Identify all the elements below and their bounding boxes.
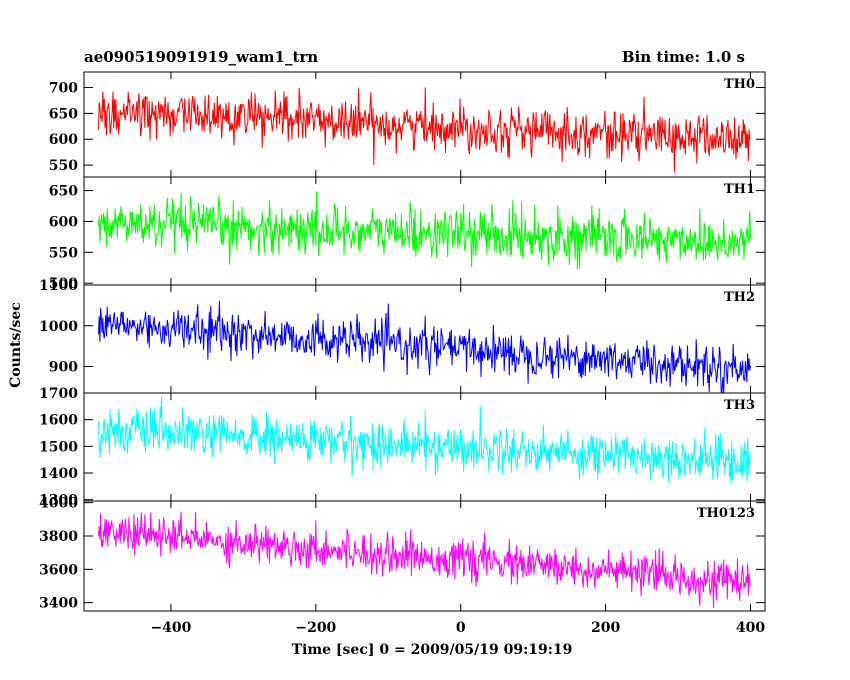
y-tick-label: 500 [49, 276, 78, 292]
y-tick-label: 650 [49, 184, 78, 200]
panel-label: TH2 [724, 290, 755, 305]
y-tick-label: 700 [49, 81, 78, 97]
y-tick-label: 600 [49, 132, 78, 148]
y-tick-label: 1700 [39, 386, 78, 402]
x-tick-label: −200 [295, 620, 336, 636]
panel-label: TH1 [724, 182, 755, 197]
y-tick-label: 1100 [39, 278, 78, 294]
y-tick-label: 3400 [39, 596, 78, 612]
y-tick-label: 1400 [39, 466, 78, 482]
panel-th3: 1300 1400 1500 1600 1700 TH3 [39, 386, 766, 509]
panel-label: TH0 [724, 77, 755, 92]
y-tick-label: 1500 [39, 439, 78, 455]
series-line-th0 [97, 87, 751, 173]
series-line-th3 [97, 396, 751, 485]
y-tick-label: 1600 [39, 413, 78, 429]
chart-title: ae090519091919_wam1_trn [84, 48, 318, 66]
y-tick-label: 3600 [39, 562, 78, 578]
panels-group: 550 600 650 700 TH0 500 550 600 650 TH1 900 1000 110… [39, 71, 766, 612]
series-line-th1 [97, 191, 752, 270]
y-tick-label: 900 [49, 360, 78, 376]
series-line-th2 [97, 300, 752, 393]
y-tick-label: 600 [49, 214, 78, 230]
y-tick-label: 1000 [39, 319, 78, 335]
y-tick-label: 550 [49, 245, 78, 261]
x-tick-label: 400 [736, 620, 765, 636]
x-tick-label: 0 [456, 620, 466, 636]
y-tick-label: 1300 [39, 493, 78, 509]
x-tick-label: 200 [591, 620, 620, 636]
panel-th0123: 3400 3600 3800 4000 TH0123 [39, 496, 766, 612]
panel-th0: 550 600 650 700 TH0 [49, 71, 766, 178]
y-tick-label: 650 [49, 106, 78, 122]
y-tick-label: 550 [49, 158, 78, 174]
panel-th1: 500 550 600 650 TH1 [49, 176, 766, 292]
panel-frame [83, 284, 766, 394]
y-tick-label: 4000 [39, 496, 78, 512]
x-tick-label: −400 [150, 620, 191, 636]
panel-label: TH0123 [697, 506, 755, 521]
y-tick-label: 3800 [39, 529, 78, 545]
panel-frame [83, 500, 766, 612]
x-axis: −400 −200 0 200 400 [150, 620, 765, 636]
panel-th2: 900 1000 1100 TH2 [39, 278, 766, 394]
series-line-th0123 [97, 511, 751, 608]
y-axis-label: Counts/sec [8, 302, 24, 388]
panel-label: TH3 [724, 398, 755, 413]
x-axis-label: Time [sec] 0 = 2009/05/19 09:19:19 [292, 642, 573, 658]
bin-time-label: Bin time: 1.0 s [622, 48, 745, 66]
